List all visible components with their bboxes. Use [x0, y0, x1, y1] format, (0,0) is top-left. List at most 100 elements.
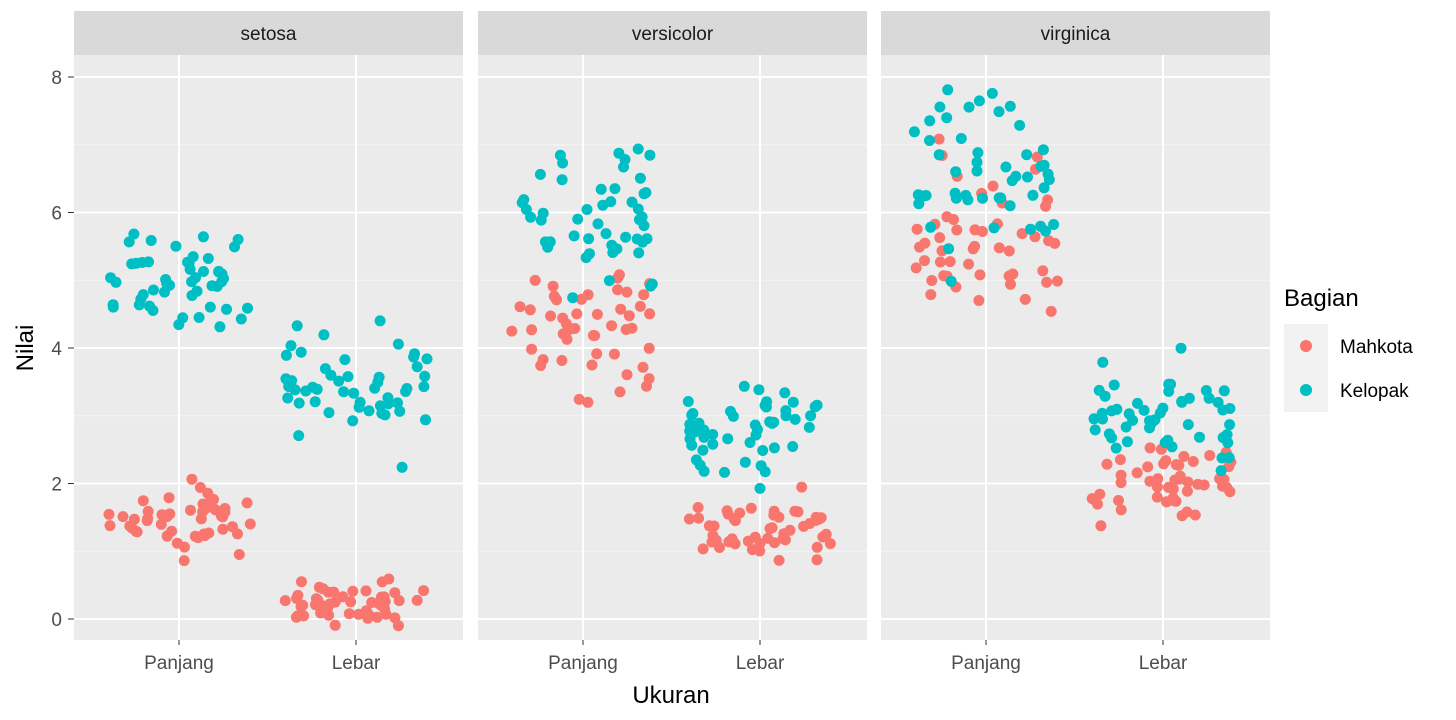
- point-mahkota: [360, 585, 372, 597]
- point-kelopak: [160, 274, 172, 285]
- point-kelopak: [1212, 396, 1224, 408]
- y-tick-label: 2: [51, 475, 62, 496]
- point-kelopak: [943, 243, 955, 255]
- point-kelopak: [753, 384, 765, 396]
- point-kelopak: [183, 257, 195, 269]
- point-kelopak: [1224, 403, 1236, 414]
- point-kelopak: [925, 221, 937, 233]
- point-mahkota: [232, 528, 243, 540]
- point-mahkota: [1218, 473, 1230, 485]
- point-kelopak: [353, 401, 365, 413]
- strip-label-setosa: setosa: [241, 24, 297, 45]
- point-kelopak: [1121, 436, 1133, 448]
- point-kelopak: [1146, 417, 1158, 429]
- point-kelopak: [1215, 465, 1227, 477]
- point-mahkota: [1167, 483, 1179, 495]
- point-mahkota: [411, 594, 423, 606]
- point-mahkota: [697, 543, 709, 555]
- point-kelopak: [400, 386, 412, 397]
- point-kelopak: [1093, 384, 1105, 396]
- point-mahkota: [683, 513, 695, 525]
- point-mahkota: [317, 583, 329, 595]
- point-kelopak: [1182, 419, 1194, 431]
- point-kelopak: [214, 321, 226, 333]
- point-mahkota: [1086, 493, 1098, 505]
- point-kelopak: [216, 276, 228, 288]
- point-mahkota: [784, 524, 796, 536]
- point-mahkota: [1198, 479, 1210, 491]
- point-kelopak: [934, 101, 946, 113]
- point-mahkota: [644, 308, 656, 320]
- point-kelopak: [973, 95, 985, 107]
- point-mahkota: [1114, 454, 1126, 466]
- point-mahkota: [571, 308, 583, 320]
- point-kelopak: [583, 233, 595, 245]
- point-mahkota: [194, 482, 206, 493]
- point-mahkota: [296, 576, 307, 588]
- point-kelopak: [363, 405, 375, 417]
- point-kelopak: [1000, 161, 1012, 173]
- point-mahkota: [582, 289, 594, 301]
- point-kelopak: [1043, 174, 1055, 186]
- point-mahkota: [974, 269, 986, 281]
- point-mahkota: [524, 304, 536, 316]
- point-kelopak: [221, 303, 232, 315]
- point-mahkota: [638, 289, 650, 301]
- point-kelopak: [1132, 397, 1143, 409]
- point-kelopak: [235, 313, 247, 325]
- point-kelopak: [159, 286, 170, 298]
- point-kelopak: [722, 433, 734, 445]
- point-kelopak: [1097, 356, 1109, 368]
- legend-title: Bagian: [1284, 285, 1359, 312]
- point-kelopak: [411, 361, 423, 373]
- point-mahkota: [197, 506, 209, 518]
- point-kelopak: [768, 442, 780, 454]
- point-kelopak: [1004, 200, 1016, 212]
- point-mahkota: [911, 223, 923, 235]
- point-mahkota: [347, 585, 359, 597]
- point-mahkota: [615, 303, 627, 315]
- point-mahkota: [1182, 476, 1194, 488]
- point-mahkota: [1131, 467, 1143, 479]
- point-kelopak: [1035, 160, 1047, 172]
- point-mahkota: [1151, 481, 1163, 493]
- point-kelopak: [333, 375, 345, 387]
- point-kelopak: [960, 189, 972, 201]
- point-mahkota: [926, 275, 938, 286]
- point-mahkota: [1095, 520, 1107, 532]
- point-kelopak: [376, 407, 388, 419]
- point-kelopak: [645, 280, 657, 292]
- point-kelopak: [725, 405, 736, 417]
- point-kelopak: [1157, 402, 1169, 414]
- point-kelopak: [572, 213, 584, 225]
- point-kelopak: [597, 199, 609, 211]
- point-kelopak: [170, 240, 182, 252]
- points-setosa: [103, 228, 433, 632]
- y-tick-label: 4: [51, 339, 62, 360]
- strip-label-versicolor: versicolor: [632, 24, 714, 45]
- point-mahkota: [692, 502, 704, 513]
- point-mahkota: [103, 508, 115, 520]
- point-mahkota: [1031, 151, 1043, 163]
- x-tick-label: Panjang: [548, 653, 618, 674]
- point-kelopak: [780, 410, 792, 422]
- legend: Bagian Mahkota Kelopak: [1284, 285, 1413, 412]
- point-mahkota: [1115, 469, 1127, 481]
- point-mahkota: [944, 256, 956, 268]
- point-mahkota: [1041, 276, 1053, 288]
- point-kelopak: [556, 174, 568, 186]
- point-mahkota: [297, 599, 309, 611]
- point-kelopak: [293, 397, 305, 409]
- point-kelopak: [603, 275, 615, 287]
- point-kelopak: [1176, 395, 1188, 407]
- point-mahkota: [1051, 275, 1063, 287]
- point-kelopak: [631, 233, 643, 245]
- point-kelopak: [557, 157, 569, 169]
- point-kelopak: [684, 433, 696, 445]
- point-kelopak: [595, 183, 607, 195]
- point-mahkota: [614, 386, 626, 398]
- point-kelopak: [382, 398, 394, 410]
- point-kelopak: [941, 112, 953, 124]
- point-mahkota: [389, 587, 401, 599]
- point-mahkota: [993, 242, 1005, 254]
